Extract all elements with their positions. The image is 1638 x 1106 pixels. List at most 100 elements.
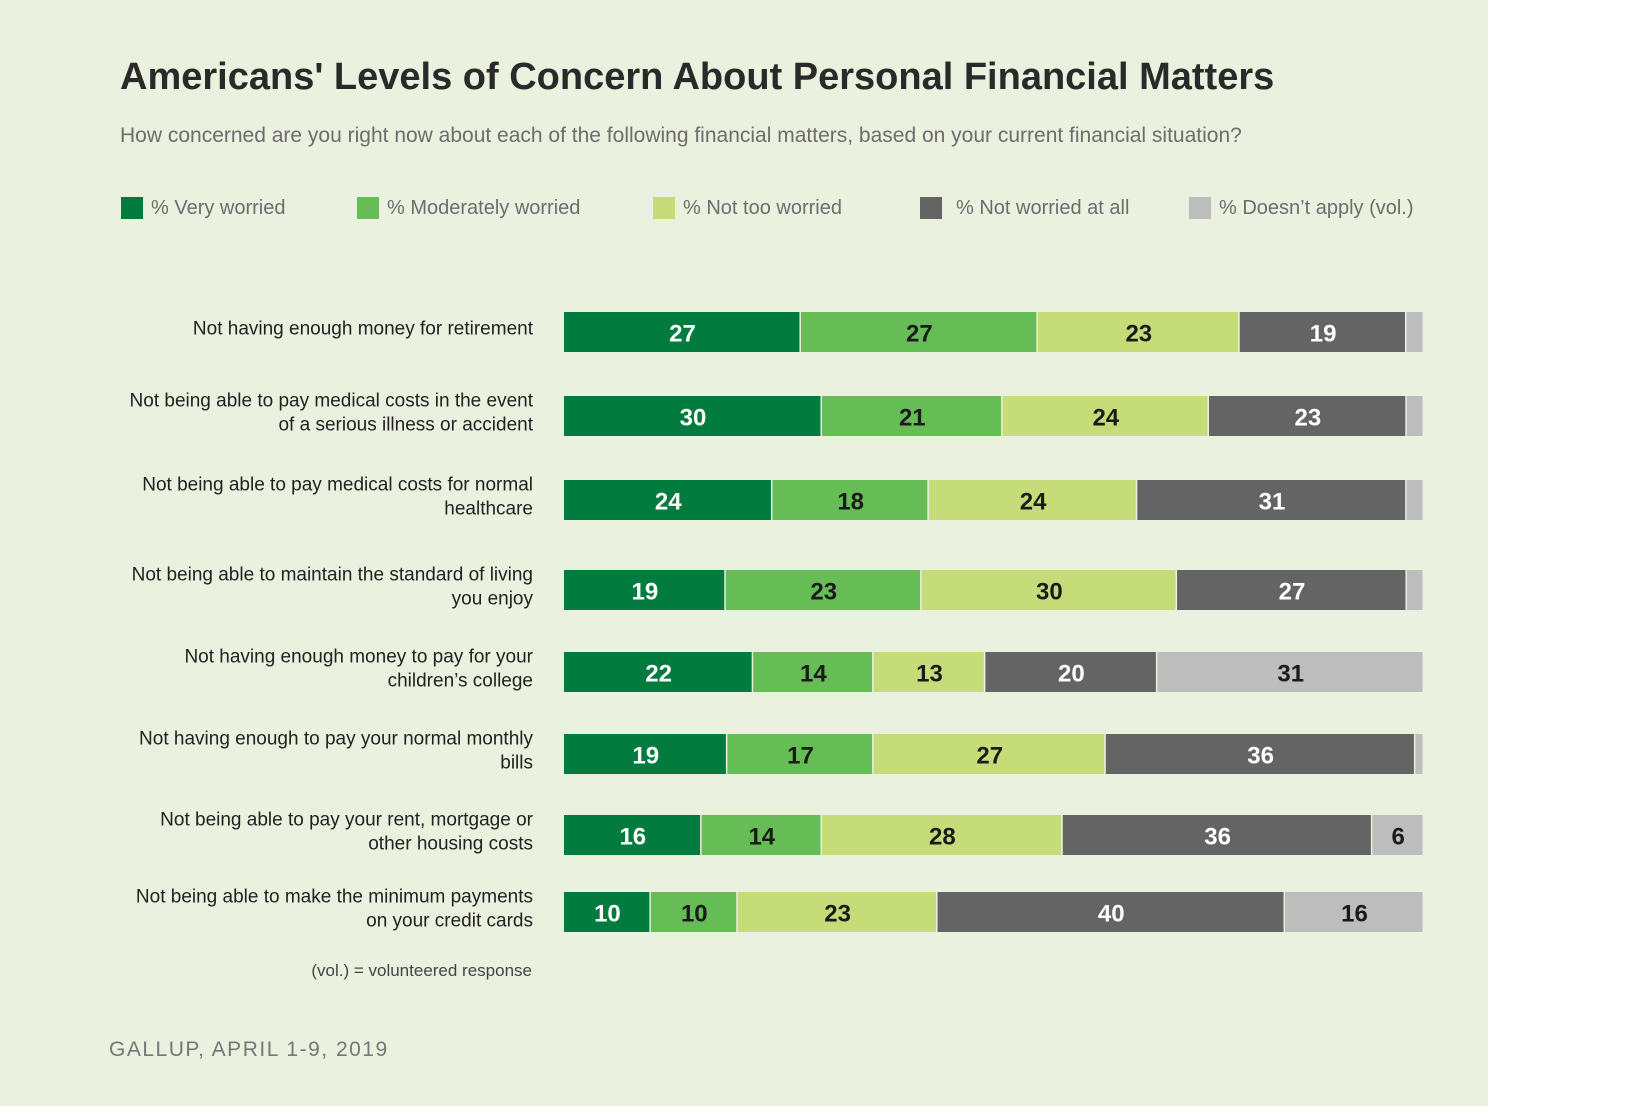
bar-segment bbox=[1062, 815, 1371, 855]
bar-segment bbox=[921, 570, 1176, 610]
bar-value-label: 17 bbox=[787, 743, 814, 770]
row-label: bills bbox=[500, 753, 533, 774]
bar-segment bbox=[564, 734, 726, 774]
bar-value-label: 19 bbox=[1310, 321, 1337, 348]
bar-value-label: 20 bbox=[1058, 661, 1085, 688]
bar-value-label: 18 bbox=[837, 489, 864, 516]
bar-segments bbox=[564, 312, 1423, 932]
bar-segment bbox=[1406, 396, 1423, 436]
legend-swatch-not-worried-at-all bbox=[920, 197, 942, 219]
bar-segment bbox=[822, 815, 1062, 855]
row-label: Not being able to pay medical costs for … bbox=[142, 475, 533, 496]
bar-value-label: 36 bbox=[1247, 743, 1274, 770]
row-label: on your credit cards bbox=[366, 911, 533, 932]
bar-segment bbox=[1406, 570, 1423, 610]
bar-value-labels: 27 27 23 19 30 21 24 23 24 18 24 31 19 23 30 27 22 14 13 20… bbox=[594, 321, 1405, 928]
bar-value-label: 31 bbox=[1259, 489, 1286, 516]
bar-segment bbox=[822, 396, 1002, 436]
bar-segment bbox=[1137, 480, 1406, 520]
legend-label-not-worried-at-all: % Not worried at all bbox=[956, 196, 1130, 219]
bar-segment bbox=[1177, 570, 1406, 610]
legend-item-not-too-worried: % Not too worried bbox=[653, 196, 842, 220]
bar-segment bbox=[737, 892, 937, 932]
bar-segment bbox=[928, 480, 1136, 520]
bar-segment bbox=[1415, 734, 1423, 774]
row-label: you enjoy bbox=[452, 589, 534, 610]
bar-value-label: 13 bbox=[916, 661, 943, 688]
bar-segment bbox=[564, 652, 752, 692]
bar-segment bbox=[701, 815, 821, 855]
legend-item-very-worried: % Very worried bbox=[121, 196, 286, 220]
bar-segment bbox=[1239, 312, 1405, 352]
chart-note: (vol.) = volunteered response bbox=[311, 961, 532, 980]
bar-value-label: 23 bbox=[1125, 321, 1152, 348]
row-label: Not being able to make the minimum payme… bbox=[136, 887, 533, 908]
bar-segment bbox=[753, 652, 873, 692]
bar-segment bbox=[1285, 892, 1423, 932]
row-label: of a serious illness or accident bbox=[278, 415, 533, 436]
bar-value-label: 23 bbox=[1295, 405, 1322, 432]
bar-value-label: 19 bbox=[632, 743, 659, 770]
legend-label-doesnt-apply: % Doesn’t apply (vol.) bbox=[1219, 196, 1414, 219]
bar-segment bbox=[650, 892, 737, 932]
bar-segment bbox=[873, 652, 984, 692]
bar-value-label: 22 bbox=[645, 661, 672, 688]
row-label: Not being able to pay medical costs in t… bbox=[130, 391, 534, 412]
bar-value-label: 14 bbox=[800, 661, 827, 688]
bar-value-label: 27 bbox=[976, 743, 1003, 770]
bar-segment bbox=[800, 312, 1037, 352]
legend-swatch-moderately-worried bbox=[357, 197, 379, 219]
bar-segment bbox=[1037, 312, 1239, 352]
bar-value-label: 16 bbox=[1341, 901, 1368, 928]
chart-title: Americans' Levels of Concern About Perso… bbox=[120, 56, 1275, 98]
row-label: other housing costs bbox=[368, 834, 533, 855]
bar-segment bbox=[727, 734, 873, 774]
bar-segment bbox=[564, 312, 800, 352]
bar-value-label: 23 bbox=[824, 901, 851, 928]
bar-segment bbox=[772, 480, 928, 520]
bar-value-label: 24 bbox=[1020, 489, 1047, 516]
bar-value-label: 27 bbox=[1279, 579, 1306, 606]
row-label: Not having enough money to pay for your bbox=[184, 647, 533, 668]
bar-segment bbox=[1406, 480, 1423, 520]
bar-value-label: 24 bbox=[655, 489, 682, 516]
legend-label-not-too-worried: % Not too worried bbox=[683, 196, 842, 219]
legend-swatch-not-too-worried bbox=[653, 197, 675, 219]
bar-value-label: 28 bbox=[929, 824, 956, 851]
bar-segment bbox=[564, 570, 725, 610]
bar-value-label: 27 bbox=[669, 321, 696, 348]
row-labels: Not having enough money for retirement No… bbox=[130, 319, 534, 932]
legend-swatch-doesnt-apply bbox=[1189, 197, 1211, 219]
bar-segment bbox=[564, 480, 771, 520]
bar-segment bbox=[1372, 815, 1423, 855]
bar-segment bbox=[1002, 396, 1208, 436]
bar-value-label: 6 bbox=[1392, 824, 1405, 851]
legend-item-moderately-worried: % Moderately worried bbox=[357, 196, 580, 220]
row-label: Not being able to pay your rent, mortgag… bbox=[160, 810, 534, 831]
bar-value-label: 30 bbox=[680, 405, 707, 432]
legend-swatch-very-worried bbox=[121, 197, 143, 219]
bar-segment bbox=[1209, 396, 1406, 436]
bar-value-label: 10 bbox=[594, 901, 621, 928]
bar-value-label: 24 bbox=[1092, 405, 1119, 432]
bar-segment bbox=[725, 570, 921, 610]
bar-segment bbox=[1105, 734, 1414, 774]
chart-subtitle: How concerned are you right now about ea… bbox=[120, 124, 1242, 147]
bar-segment bbox=[564, 815, 701, 855]
bar-value-label: 16 bbox=[619, 824, 646, 851]
bar-value-label: 19 bbox=[632, 579, 659, 606]
bar-value-label: 27 bbox=[906, 321, 933, 348]
legend-item-doesnt-apply: % Doesn’t apply (vol.) bbox=[1189, 196, 1414, 220]
bar-segment bbox=[937, 892, 1284, 932]
bar-value-label: 21 bbox=[899, 405, 926, 432]
bar-value-label: 40 bbox=[1098, 901, 1125, 928]
bar-segment bbox=[1157, 652, 1423, 692]
legend-label-moderately-worried: % Moderately worried bbox=[387, 196, 581, 219]
chart-source: GALLUP, APRIL 1-9, 2019 bbox=[109, 1038, 389, 1061]
bar-segment bbox=[985, 652, 1156, 692]
row-label: Not having enough money for retirement bbox=[193, 319, 534, 340]
bar-segment bbox=[564, 892, 650, 932]
bar-value-label: 36 bbox=[1204, 824, 1231, 851]
bar-segment bbox=[1406, 312, 1423, 352]
